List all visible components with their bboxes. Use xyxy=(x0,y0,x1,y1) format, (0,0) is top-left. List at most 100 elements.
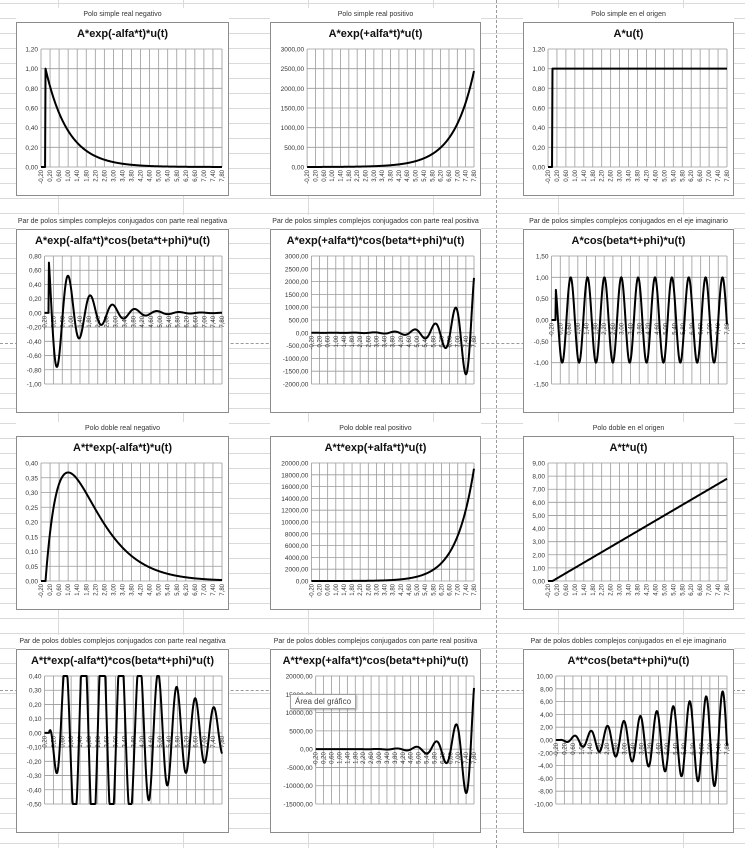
y-tick-label: 1,20 xyxy=(25,47,38,54)
chart-caption: Polo simple real negativo xyxy=(16,8,229,22)
x-tick-label: 2,20 xyxy=(355,169,361,181)
chart-c2[interactable]: Polo simple real positivo A*exp(+alfa*t)*… xyxy=(270,8,481,196)
y-tick-label: -8,00 xyxy=(538,789,553,796)
chart-area[interactable]: A*exp(-alfa*t)*u(t) 0,00 0,20 0,40 0,60 0,80 1… xyxy=(16,22,229,196)
x-tick-label: 5,40 xyxy=(167,315,173,327)
chart-c9[interactable]: Polo doble en el origen A*t*u(t) 0,00 1,00 2… xyxy=(523,422,734,610)
data-series-line[interactable] xyxy=(550,276,728,364)
y-tick-label: -2000,00 xyxy=(283,382,309,389)
y-tick-label: 8,00 xyxy=(540,686,553,693)
x-tick-label: 3,80 xyxy=(130,583,136,595)
x-tick-label: -0,20 xyxy=(43,735,49,749)
y-tick-label: 0,05 xyxy=(25,564,38,571)
data-series-line[interactable] xyxy=(547,477,728,582)
x-tick-label: 2,60 xyxy=(366,335,372,347)
chart-area[interactable]: A*exp(+alfa*t)*u(t) 0,00 500,00 1000,00 1500… xyxy=(270,22,481,196)
chart-c11[interactable]: Par de polos dobles complejos conjugados… xyxy=(270,635,481,833)
data-series-line[interactable] xyxy=(555,690,728,788)
y-tick-label: 500,00 xyxy=(284,145,304,152)
data-series-line[interactable] xyxy=(310,277,475,376)
chart-caption: Polo simple real positivo xyxy=(270,8,481,22)
y-tick-label: 1000,00 xyxy=(281,125,305,132)
chart-area[interactable]: A*t*exp(+alfa*t)*cos(beta*t+phi)*u(t) -15… xyxy=(270,649,481,833)
chart-c10[interactable]: Par de polos dobles complejos conjugados… xyxy=(16,635,229,833)
x-tick-label: 1,00 xyxy=(69,315,75,327)
x-tick-label: 1,00 xyxy=(573,169,579,181)
x-tick-label: 3,80 xyxy=(130,169,136,181)
x-tick-label: -0,20 xyxy=(546,169,552,183)
data-series-line[interactable] xyxy=(43,261,223,368)
x-tick-label: 1,80 xyxy=(597,742,603,754)
y-tick-label: 0,40 xyxy=(25,461,38,468)
x-tick-label: 3,40 xyxy=(627,583,633,595)
y-tick-label: 7,00 xyxy=(532,487,545,494)
x-tick-label: 0,20 xyxy=(318,583,324,595)
x-tick-label: 7,80 xyxy=(725,583,731,595)
y-tick-label: -15000,00 xyxy=(283,802,313,809)
chart-area[interactable]: A*exp(+alfa*t)*cos(beta*t+phi)*u(t) -2000… xyxy=(270,229,481,413)
chart-c3[interactable]: Polo simple en el origen A*u(t) 0,00 0,20 0,… xyxy=(523,8,734,196)
data-series-line[interactable] xyxy=(315,687,475,795)
x-tick-label: 6,60 xyxy=(448,751,454,763)
chart-area[interactable]: A*t*exp(-alfa*t)*u(t) 0,00 0,05 0,10 0,15 0,2… xyxy=(16,436,229,610)
y-tick-label: 1,20 xyxy=(532,47,545,54)
chart-c6[interactable]: Par de polos simples complejos conjugado… xyxy=(523,215,734,413)
x-tick-label: 1,00 xyxy=(330,169,336,181)
x-tick-label: 5,80 xyxy=(680,583,686,595)
x-tick-label: 3,80 xyxy=(636,583,642,595)
plot-area: 0,00 500,00 1000,00 1500,00 2000,00 2500,00 30… xyxy=(281,47,478,184)
data-series-line[interactable] xyxy=(547,67,728,168)
chart-c7[interactable]: Polo doble real negativo A*t*exp(-alfa*t)… xyxy=(16,422,229,610)
chart-area[interactable]: A*t*exp(+alfa*t)*u(t) 0,00 2000,00 4000,00 6… xyxy=(270,436,481,610)
x-tick-label: 0,60 xyxy=(326,335,332,347)
chart-c1[interactable]: Polo simple real negativo A*exp(-alfa*t)*… xyxy=(16,8,229,196)
x-tick-label: 1,80 xyxy=(593,322,599,334)
x-tick-label: 5,00 xyxy=(158,735,164,747)
chart-area[interactable]: A*t*cos(beta*t+phi)*u(t) -10,00 -8,00 -6,00… xyxy=(523,649,734,833)
chart-title: A*exp(+alfa*t)*cos(beta*t+phi)*u(t) xyxy=(286,235,465,247)
x-tick-label: 5,80 xyxy=(175,169,181,181)
x-tick-label: 2,60 xyxy=(102,583,108,595)
chart-area[interactable]: A*t*u(t) 0,00 1,00 2,00 3,00 4,00 5,00 6,00 7,00… xyxy=(523,436,734,610)
chart-c5[interactable]: Par de polos simples complejos conjugado… xyxy=(270,215,481,413)
data-series-line[interactable] xyxy=(40,67,223,168)
y-tick-label: -1,00 xyxy=(534,360,549,367)
x-tick-label: 3,40 xyxy=(627,169,633,181)
chart-area[interactable]: A*t*exp(-alfa*t)*cos(beta*t+phi)*u(t) -0,… xyxy=(16,649,229,833)
y-tick-label: -10,00 xyxy=(534,802,553,809)
data-series-line[interactable] xyxy=(40,471,223,582)
chart-area[interactable]: A*exp(-alfa*t)*cos(beta*t+phi)*u(t) -1,00… xyxy=(16,229,229,413)
data-series-line[interactable] xyxy=(306,70,475,168)
x-tick-label: 3,80 xyxy=(389,169,395,181)
x-tick-label: 1,00 xyxy=(579,742,585,754)
y-tick-label: -0,60 xyxy=(27,353,42,360)
x-tick-label: 7,80 xyxy=(472,335,478,347)
chart-c8[interactable]: Polo doble real positivo A*t*exp(+alfa*t)… xyxy=(270,422,481,610)
data-series-line[interactable] xyxy=(43,675,223,805)
x-tick-label: 6,20 xyxy=(185,315,191,327)
chart-c4[interactable]: Par de polos simples complejos conjugado… xyxy=(16,215,229,413)
x-tick-label: 6,60 xyxy=(448,583,454,595)
data-series-line[interactable] xyxy=(310,468,475,582)
x-tick-label: 5,40 xyxy=(671,583,677,595)
x-tick-label: 5,80 xyxy=(176,735,182,747)
x-tick-label: 6,20 xyxy=(184,583,190,595)
chart-area[interactable]: A*cos(beta*t+phi)*u(t) -1,50 -1,00 -0,50 0,0… xyxy=(523,229,734,413)
x-tick-label: -0,20 xyxy=(309,335,315,349)
x-tick-label: 2,60 xyxy=(105,315,111,327)
chart-c12[interactable]: Par de polos dobles complejos conjugados… xyxy=(523,635,734,833)
x-tick-label: 5,40 xyxy=(423,583,429,595)
chart-area[interactable]: A*u(t) 0,00 0,20 0,40 0,60 0,80 1,00 1,20 -0,20 0… xyxy=(523,22,734,196)
y-tick-label: 0,00 xyxy=(25,165,38,172)
x-tick-label: 3,40 xyxy=(631,742,637,754)
plot-area: -1,00-0,80-0,60-0,40-0,200,000,200,400,6… xyxy=(27,254,226,389)
x-tick-label: 3,80 xyxy=(639,742,645,754)
x-tick-label: 6,60 xyxy=(447,169,453,181)
x-tick-label: -0,20 xyxy=(546,583,552,597)
y-tick-label: 8,00 xyxy=(532,474,545,481)
x-tick-label: 5,80 xyxy=(176,315,182,327)
x-tick-label: 7,00 xyxy=(202,583,208,595)
x-tick-label: 1,00 xyxy=(576,322,582,334)
y-tick-label: 0,40 xyxy=(25,125,38,132)
chart-title: A*t*exp(+alfa*t)*cos(beta*t+phi)*u(t) xyxy=(282,655,469,667)
